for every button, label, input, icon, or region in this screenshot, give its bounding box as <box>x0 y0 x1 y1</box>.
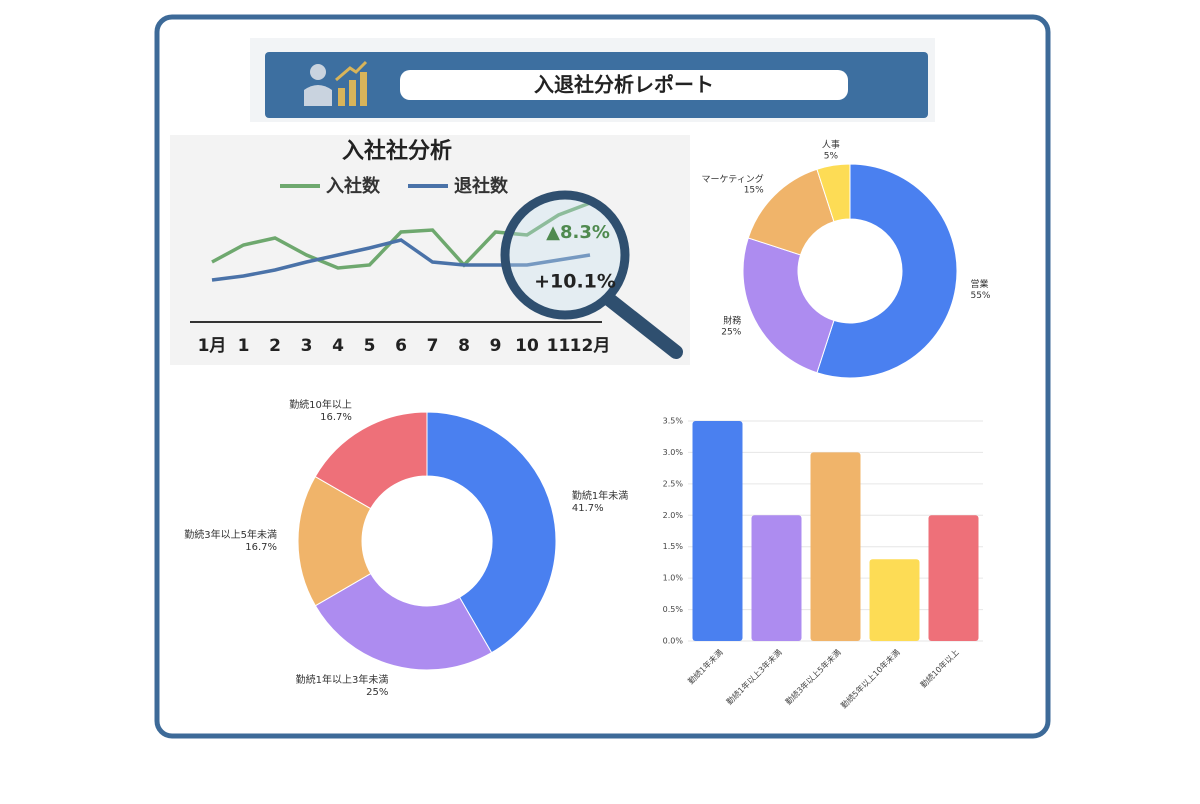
donut-segment <box>816 163 851 223</box>
title-pill <box>400 70 848 100</box>
segment-label: 人事 <box>822 139 840 151</box>
x-tick-label: 6 <box>395 336 407 356</box>
legend-label: 退社数 <box>454 175 509 197</box>
line-panel <box>170 135 690 365</box>
series-line <box>211 201 591 270</box>
segment-value: 5% <box>824 151 839 161</box>
x-tick-label: 3 <box>301 336 313 356</box>
segment-value: 15% <box>744 186 764 196</box>
segment-label: マーケティング <box>701 173 763 185</box>
segment-label: 勤続3年以上5年未満 <box>184 528 277 541</box>
x-tick-label: 9 <box>490 336 502 356</box>
bar <box>692 421 743 641</box>
annotation: ▲8.3% <box>546 222 610 243</box>
y-tick-label: 1.0% <box>663 574 684 583</box>
x-tick-label: 5 <box>364 336 376 356</box>
donut-segment <box>816 163 958 379</box>
x-tick-label: 8 <box>458 336 470 356</box>
x-tick-label: 1月 <box>198 336 227 356</box>
segment-label: 勤続10年以上 <box>289 398 352 411</box>
y-tick-label: 3.5% <box>663 417 684 426</box>
segment-label: 財務 <box>723 314 741 326</box>
chart-title: 入社社分析 <box>342 138 452 164</box>
y-tick-label: 3.0% <box>663 448 684 457</box>
x-tick-label: 12月 <box>570 336 611 356</box>
segment-value: 16.7% <box>320 412 352 423</box>
y-tick-label: 2.0% <box>663 511 684 520</box>
donut-segment <box>314 411 428 510</box>
magnifier-lens <box>500 190 630 320</box>
y-tick-label: 0.5% <box>663 605 684 614</box>
magnifier-handle <box>603 293 683 359</box>
segment-value: 25% <box>721 327 741 337</box>
segment-label: 勤続1年未満 <box>572 489 628 502</box>
series-line <box>211 238 591 282</box>
segment-value: 16.7% <box>245 542 277 553</box>
donut-segment <box>314 572 493 671</box>
segment-value: 41.7% <box>572 503 604 514</box>
donut-segment <box>426 411 557 654</box>
x-tick-label: 10 <box>515 336 539 356</box>
banner-icon <box>304 60 368 106</box>
x-tick-label: 4 <box>332 336 344 356</box>
bar <box>810 452 861 641</box>
x-tick-label: 1 <box>238 336 250 356</box>
annotation: +10.1% <box>534 271 616 293</box>
donut-segment <box>742 237 835 374</box>
x-tick-label: 2 <box>269 336 281 356</box>
y-tick-label: 1.5% <box>663 542 684 551</box>
x-tick-label: 7 <box>427 336 439 356</box>
y-tick-label: 2.5% <box>663 479 684 488</box>
segment-value: 55% <box>970 291 990 301</box>
bar <box>751 515 802 641</box>
segment-label: 営業 <box>970 278 988 290</box>
bar <box>869 559 920 641</box>
segment-label: 勤続1年以上3年未満 <box>296 673 389 686</box>
legend-label: 入社数 <box>326 175 381 197</box>
bar <box>928 515 979 641</box>
report-title: 入退社分析レポート <box>534 73 714 97</box>
x-tick-label: 11 <box>547 336 571 356</box>
y-tick-label: 0.0% <box>663 637 684 646</box>
segment-value: 25% <box>366 687 388 698</box>
